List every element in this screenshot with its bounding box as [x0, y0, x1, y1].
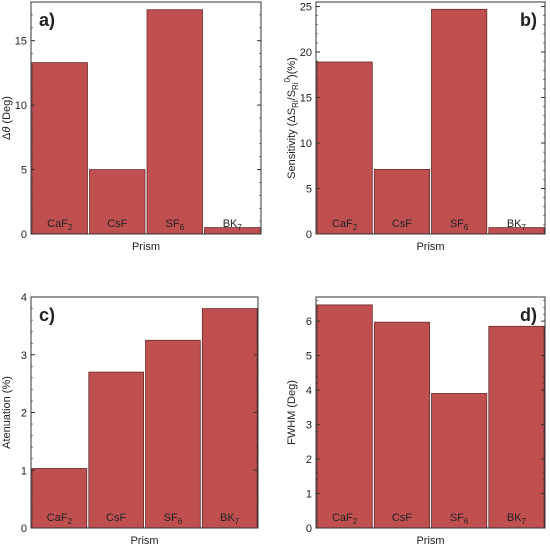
category-label: SF6: [450, 512, 469, 526]
bar-3: [146, 9, 203, 235]
bar-2: [373, 321, 430, 529]
panel-label: d): [520, 305, 537, 325]
y-tick-label: 0: [21, 523, 27, 535]
bar-2: [88, 371, 145, 529]
category-label: CsF: [107, 218, 127, 230]
y-tick-label: 2: [21, 408, 27, 420]
category-label: SF6: [164, 512, 183, 526]
category-label: CsF: [392, 218, 412, 230]
y-tick-label: 5: [306, 351, 312, 363]
category-label: CaF2: [47, 512, 73, 526]
y-tick-label: 0: [306, 229, 312, 241]
bar-2: [89, 169, 146, 235]
y-axis-label: FWHM (Deg): [286, 380, 298, 445]
category-label: CsF: [106, 512, 126, 524]
y-tick-label: 15: [300, 93, 312, 105]
category-label: BK7: [507, 218, 527, 232]
y-tick-label: 20: [300, 47, 312, 59]
bar-1: [31, 468, 88, 529]
plot-frame: [315, 296, 546, 529]
bar-2: [373, 168, 430, 235]
y-tick-label: 10: [15, 100, 27, 112]
x-axis-label: Prism: [416, 535, 444, 547]
category-label: CaF2: [47, 218, 73, 232]
panel-label: b): [520, 10, 537, 30]
y-tick-label: 3: [21, 350, 27, 362]
y-tick-label: 0: [306, 523, 312, 535]
bar-4: [488, 325, 545, 529]
y-axis-label: Sensitivity (ΔSRi/SRi0)(%): [283, 57, 300, 179]
category-label: CsF: [392, 512, 412, 524]
category-label: CaF2: [332, 512, 358, 526]
y-tick-label: 5: [21, 165, 27, 177]
category-label: BK7: [220, 512, 240, 526]
bar-1: [316, 61, 373, 235]
category-label: BK7: [507, 512, 527, 526]
bar-4: [201, 308, 258, 529]
category-label: SF6: [166, 218, 185, 232]
y-tick-label: 1: [306, 489, 312, 501]
y-tick-label: 25: [300, 2, 312, 14]
y-tick-label: 15: [15, 36, 27, 48]
bar-1: [31, 62, 88, 235]
x-axis-label: Prism: [132, 241, 160, 253]
y-tick-label: 1: [21, 465, 27, 477]
bar-1: [316, 304, 373, 529]
chart-panel-2: 0 5 10 15 20 25 CaF2 CsF SF6 BK7 Prism Sensitivity …: [283, 1, 546, 253]
category-label: CaF2: [332, 218, 358, 232]
y-tick-label: 0: [21, 229, 27, 241]
x-axis-label: Prism: [130, 535, 158, 547]
y-tick-label: 4: [306, 385, 312, 397]
bar-3: [431, 393, 488, 529]
y-axis-label: Atenuation (%): [1, 376, 13, 449]
y-axis-label: Δθ (Deg): [1, 96, 13, 140]
chart-panel-3: 0 1 2 3 4 CaF2 CsF SF6 BK7 Prism Atenuation (%) c): [1, 292, 259, 547]
chart-panel-4: 0 1 2 3 4 5 6 CaF2 CsF SF6 BK7 Prism FWHM (Deg) d): [286, 296, 546, 547]
y-tick-label: 4: [21, 292, 27, 304]
plot-frame: [315, 1, 546, 235]
y-tick-label: 3: [306, 420, 312, 432]
y-tick-label: 6: [306, 316, 312, 328]
bar-3: [431, 8, 488, 235]
category-label: SF6: [450, 218, 469, 232]
x-axis-label: Prism: [416, 241, 444, 253]
chart-panel-1: 0 5 10 15 CaF2 CsF SF6 BK7 Prism Δθ (Deg) a): [1, 1, 262, 253]
bar-3: [145, 339, 201, 529]
panel-label: a): [39, 10, 55, 30]
panel-label: c): [39, 305, 55, 325]
y-tick-label: 2: [306, 454, 312, 466]
y-tick-label: 5: [306, 184, 312, 196]
y-tick-label: 10: [300, 138, 312, 150]
category-label: BK7: [223, 218, 243, 232]
